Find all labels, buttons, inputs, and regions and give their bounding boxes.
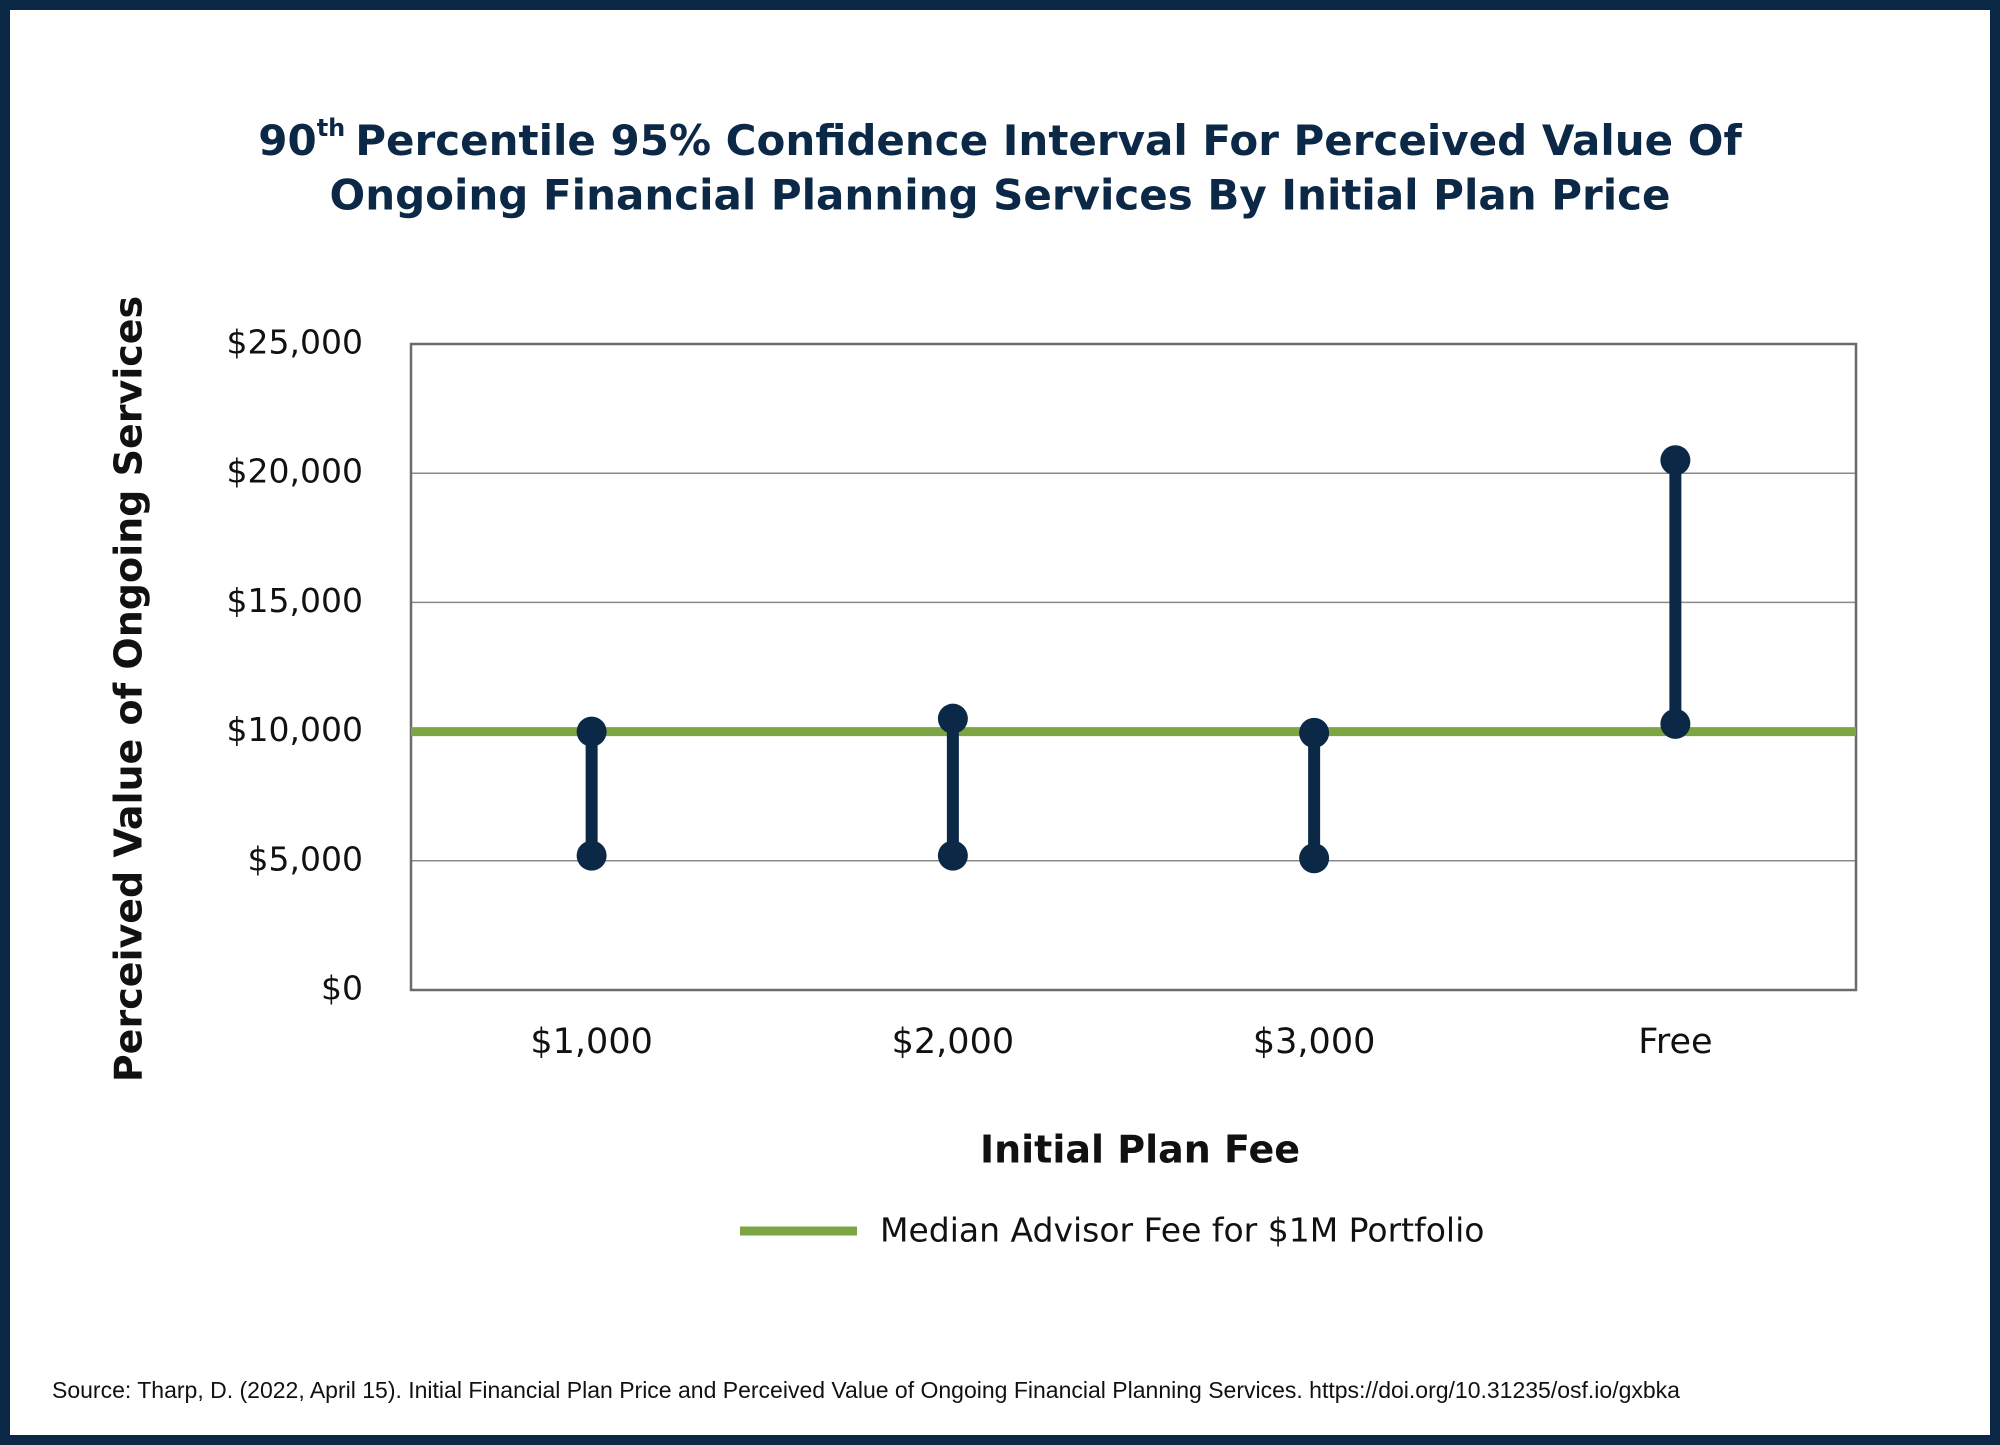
x-tick-label: $2,000 [892, 1022, 1014, 1062]
y-tick-label: $25,000 [227, 323, 363, 362]
title-line1: Percentile 95% Confidence Interval For P… [355, 116, 1742, 165]
high-dot [1299, 717, 1330, 748]
x-tick-label: $3,000 [1253, 1022, 1375, 1062]
y-tick-label: $15,000 [227, 581, 363, 620]
x-tick-label: $1,000 [530, 1022, 652, 1062]
title-number: 90 [258, 116, 316, 165]
legend-label: Median Advisor Fee for $1M Portfolio [880, 1211, 1484, 1250]
y-axis-title: Perceived Value of Ongoing Services [107, 296, 151, 1082]
y-tick-label: $0 [321, 969, 363, 1008]
chart-title-line2: Ongoing Financial Planning Services By I… [329, 171, 1670, 220]
high-dot [576, 716, 607, 747]
chart-title: 90th Percentile 95% Confidence Interval F… [258, 114, 1742, 165]
source-note: Source: Tharp, D. (2022, April 15). Init… [52, 1377, 1680, 1403]
y-tick-label: $10,000 [227, 710, 363, 749]
x-axis-title: Initial Plan Fee [980, 1128, 1300, 1172]
y-tick-label: $20,000 [227, 452, 363, 491]
low-dot [576, 840, 607, 871]
low-dot [937, 840, 968, 871]
y-tick-label: $5,000 [248, 839, 363, 878]
high-dot [1660, 445, 1691, 476]
title-superscript: th [317, 114, 346, 142]
x-tick-label: Free [1638, 1022, 1712, 1062]
plot-border [409, 342, 1858, 992]
high-dot [937, 703, 968, 734]
low-dot [1299, 843, 1330, 874]
low-dot [1660, 708, 1691, 739]
